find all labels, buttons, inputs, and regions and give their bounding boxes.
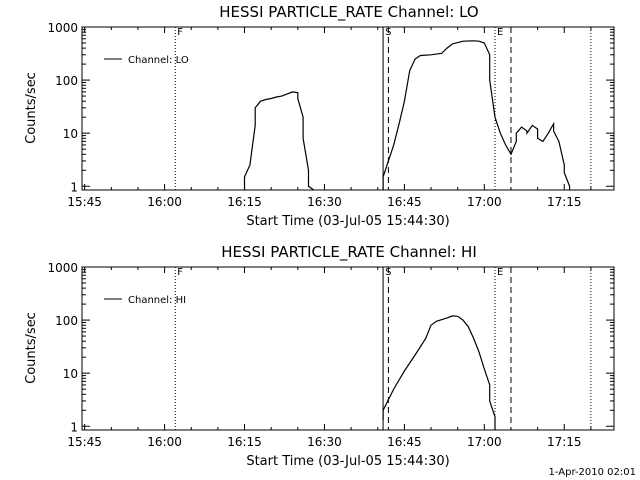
event-flag: F	[177, 27, 183, 38]
y-tick-label: 100	[55, 314, 78, 328]
generated-timestamp: 1-Apr-2010 02:01	[549, 467, 636, 478]
y-tick-label: 10	[63, 127, 78, 141]
event-flag: E	[497, 27, 503, 38]
y-axis-label: Counts/sec	[24, 72, 39, 144]
x-axis-label: Start Time (03-Jul-05 15:44:30)	[246, 454, 449, 469]
y-tick-label: 1000	[47, 21, 78, 35]
x-tick-label: 17:15	[547, 435, 582, 449]
y-axis-label: Counts/sec	[24, 312, 39, 384]
x-tick-label: 16:30	[307, 435, 342, 449]
y-tick-label: 10	[63, 367, 78, 381]
x-tick-label: 16:15	[227, 435, 262, 449]
plot-frame	[81, 26, 615, 191]
chart-panel-lo: HESSI PARTICLE_RATE Channel: LO Counts/s…	[24, 3, 615, 229]
x-tick-label: 16:30	[307, 195, 342, 209]
x-tick-label: 16:00	[147, 195, 182, 209]
y-tick-label: 1	[70, 420, 78, 434]
x-tick-label: 15:45	[67, 435, 102, 449]
x-tick-label: 17:15	[547, 195, 582, 209]
x-axis-label: Start Time (03-Jul-05 15:44:30)	[246, 214, 449, 229]
x-tick-label: 15:45	[67, 195, 102, 209]
chart-title: HESSI PARTICLE_RATE Channel: LO	[219, 3, 478, 22]
event-flag: F	[177, 267, 183, 278]
x-tick-label: 16:45	[387, 435, 422, 449]
x-tick-label: 16:45	[387, 195, 422, 209]
y-tick-label: 1000	[47, 261, 78, 275]
chart-title: HESSI PARTICLE_RATE Channel: HI	[221, 243, 477, 262]
series-line	[243, 91, 315, 191]
chart-panel-hi: HESSI PARTICLE_RATE Channel: HI Counts/s…	[24, 243, 615, 469]
y-tick-label: 100	[55, 74, 78, 88]
legend-label: Channel: LO	[128, 55, 189, 66]
x-tick-label: 17:00	[467, 435, 502, 449]
x-tick-label: 16:00	[147, 435, 182, 449]
legend-label: Channel: HI	[128, 295, 186, 306]
series-line	[382, 315, 496, 430]
x-tick-label: 16:15	[227, 195, 262, 209]
event-flag: E	[497, 267, 503, 278]
x-tick-label: 17:00	[467, 195, 502, 209]
plot-frame	[81, 266, 615, 431]
y-tick-label: 1	[70, 180, 78, 194]
series-line	[382, 40, 571, 190]
